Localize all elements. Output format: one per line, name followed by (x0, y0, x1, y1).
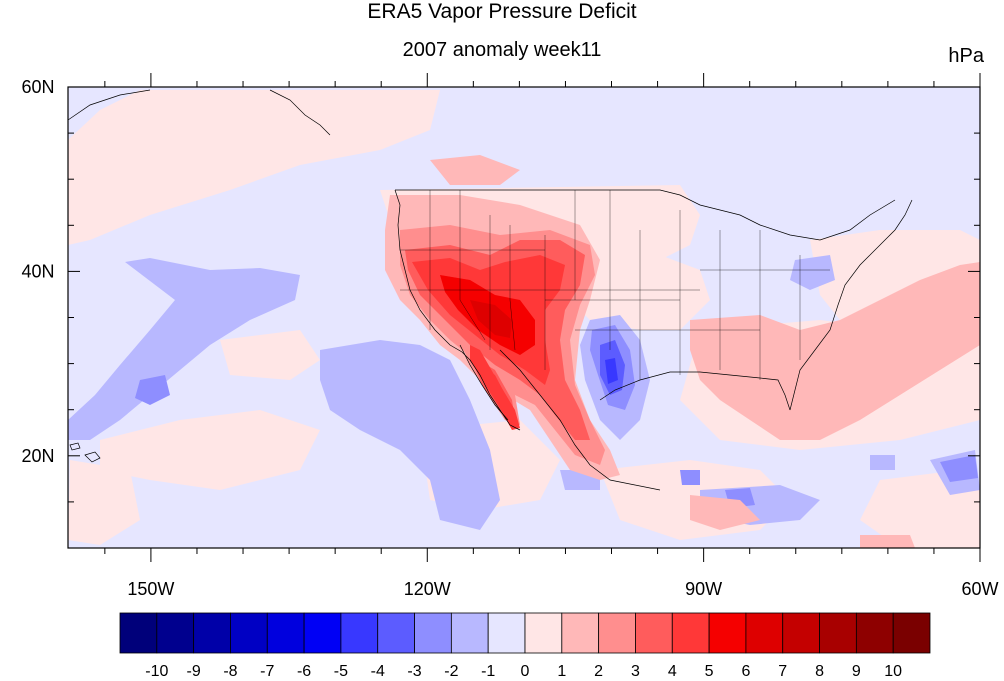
colorbar-swatch (671, 612, 710, 654)
colorbar-swatch (414, 612, 452, 654)
lat-tick-label: 20N (21, 446, 54, 466)
units-label: hPa (948, 45, 984, 67)
colorbar-swatch (119, 612, 158, 654)
colorbar-label: -9 (187, 663, 201, 680)
lat-tick-label: 60N (21, 77, 54, 97)
colorbar-swatch (340, 612, 379, 654)
colorbar: -10 -9 -8 -7 -6 -5 -4 -3 -2 -1 0 1 2 3 4 5 6 7 8 9 10 (119, 612, 931, 680)
colorbar-swatch (855, 612, 894, 654)
colorbar-swatch (819, 612, 857, 654)
colorbar-label: -5 (334, 663, 348, 680)
colorbar-label: -10 (145, 663, 168, 680)
colorbar-label: 1 (557, 663, 566, 680)
baja-anomaly (470, 345, 520, 430)
colorbar-swatch (450, 612, 489, 654)
colorbar-swatch (193, 612, 231, 654)
lat-tick-label: 40N (21, 261, 54, 281)
latitude-axis: 60N 40N 20N (21, 77, 980, 549)
colorbar-label: 2 (594, 663, 603, 680)
colorbar-swatch (156, 612, 195, 654)
lon-tick-label: 150W (127, 579, 174, 599)
colorbar-swatch (635, 612, 673, 654)
colorbar-swatch (561, 612, 600, 654)
map-title: ERA5 Vapor Pressure Deficit (367, 0, 637, 23)
colorbar-label: 10 (884, 663, 902, 680)
colorbar-swatch (230, 612, 268, 654)
longitude-axis: 150W 120W 90W 60W (104, 73, 999, 599)
colorbar-swatch (782, 612, 820, 654)
colorbar-label: 3 (631, 663, 640, 680)
lon-tick-label: 60W (961, 579, 998, 599)
colorbar-swatch (266, 612, 305, 654)
colorbar-label: 8 (815, 663, 824, 680)
colorbar-label: 0 (521, 663, 530, 680)
colorbar-label: 6 (741, 663, 750, 680)
colorbar-label: -3 (407, 663, 421, 680)
colorbar-label: -2 (444, 663, 458, 680)
lon-tick-label: 120W (404, 579, 451, 599)
colorbar-label: 7 (778, 663, 787, 680)
colorbar-swatch (524, 612, 563, 654)
colorbar-label: -1 (481, 663, 495, 680)
colorbar-label: 5 (705, 663, 714, 680)
colorbar-label: 4 (668, 663, 677, 680)
colorbar-label: -8 (223, 663, 237, 680)
colorbar-label: -6 (297, 663, 311, 680)
colorbar-swatch (303, 612, 342, 654)
positive-core-max (470, 300, 512, 338)
colorbar-swatch (708, 612, 747, 654)
colorbar-swatch (892, 612, 931, 654)
lon-tick-label: 90W (685, 579, 722, 599)
colorbar-label: -4 (371, 663, 385, 680)
state-borders (400, 190, 830, 380)
colorbar-swatch (745, 612, 784, 654)
anomaly-field (68, 87, 980, 548)
colorbar-swatch (377, 612, 415, 654)
colorbar-swatch (487, 612, 526, 654)
coastlines (68, 89, 913, 491)
colorbar-swatch (598, 612, 636, 654)
map-subtitle: 2007 anomaly week11 (402, 39, 602, 61)
colorbar-label: -7 (260, 663, 274, 680)
strongest-negative-region (605, 358, 618, 384)
colorbar-label: 9 (852, 663, 861, 680)
